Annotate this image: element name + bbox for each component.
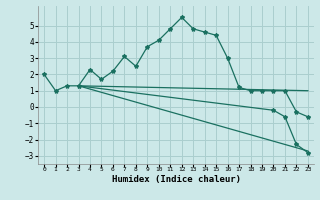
X-axis label: Humidex (Indice chaleur): Humidex (Indice chaleur) [111, 175, 241, 184]
